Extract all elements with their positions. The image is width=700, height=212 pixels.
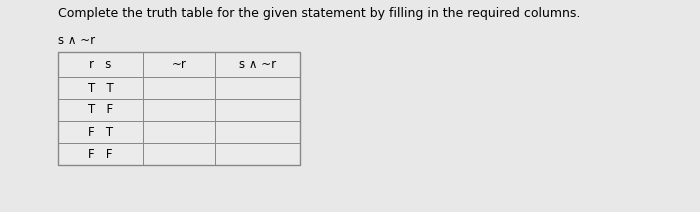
Bar (215, 121, 300, 143)
Bar (143, 121, 215, 143)
Bar (58, 77, 143, 99)
Bar (58, 52, 143, 77)
Bar (58, 121, 143, 143)
Text: r   s: r s (90, 58, 112, 71)
Bar (58, 99, 143, 121)
Text: F   F: F F (88, 148, 113, 160)
Bar (215, 77, 300, 99)
Bar (58, 143, 143, 165)
Bar (143, 77, 215, 99)
Bar (143, 52, 215, 77)
Text: ~r: ~r (172, 58, 186, 71)
Text: s ∧ ~r: s ∧ ~r (58, 34, 95, 47)
Bar (215, 143, 300, 165)
Text: T   T: T T (88, 81, 113, 95)
Text: F   T: F T (88, 126, 113, 138)
Bar (215, 99, 300, 121)
Bar (215, 52, 300, 77)
Text: s ∧ ~r: s ∧ ~r (239, 58, 276, 71)
Bar (143, 143, 215, 165)
Text: Complete the truth table for the given statement by filling in the required colu: Complete the truth table for the given s… (58, 7, 580, 20)
Text: T   F: T F (88, 103, 113, 117)
Bar (143, 99, 215, 121)
Bar (58, 52, 300, 165)
